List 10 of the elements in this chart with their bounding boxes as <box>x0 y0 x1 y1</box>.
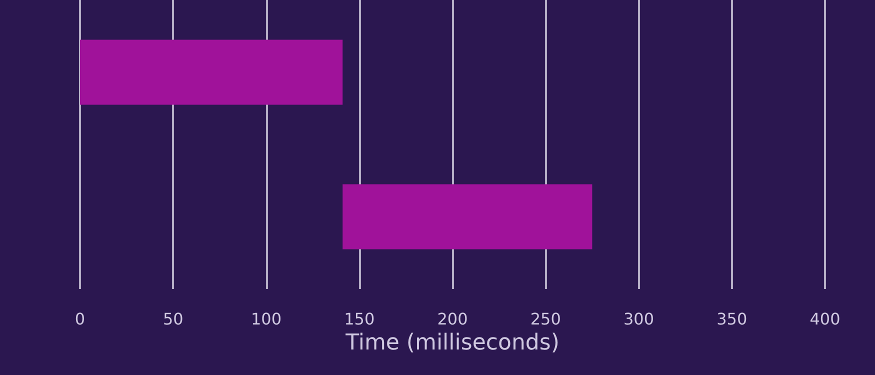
x-axis-title: Time (milliseconds) <box>344 330 560 356</box>
x-tick-label: 100 <box>250 310 282 328</box>
x-tick-label: 150 <box>344 310 375 328</box>
x-tick-label: 300 <box>623 310 654 328</box>
x-tick-label: 400 <box>810 310 840 328</box>
x-tick-label: 0 <box>74 310 86 328</box>
x-tick-label: 250 <box>530 310 561 328</box>
x-tick-label: 350 <box>716 310 748 328</box>
x-tick-label: 50 <box>162 310 184 328</box>
x-tick-label: 200 <box>437 310 468 328</box>
